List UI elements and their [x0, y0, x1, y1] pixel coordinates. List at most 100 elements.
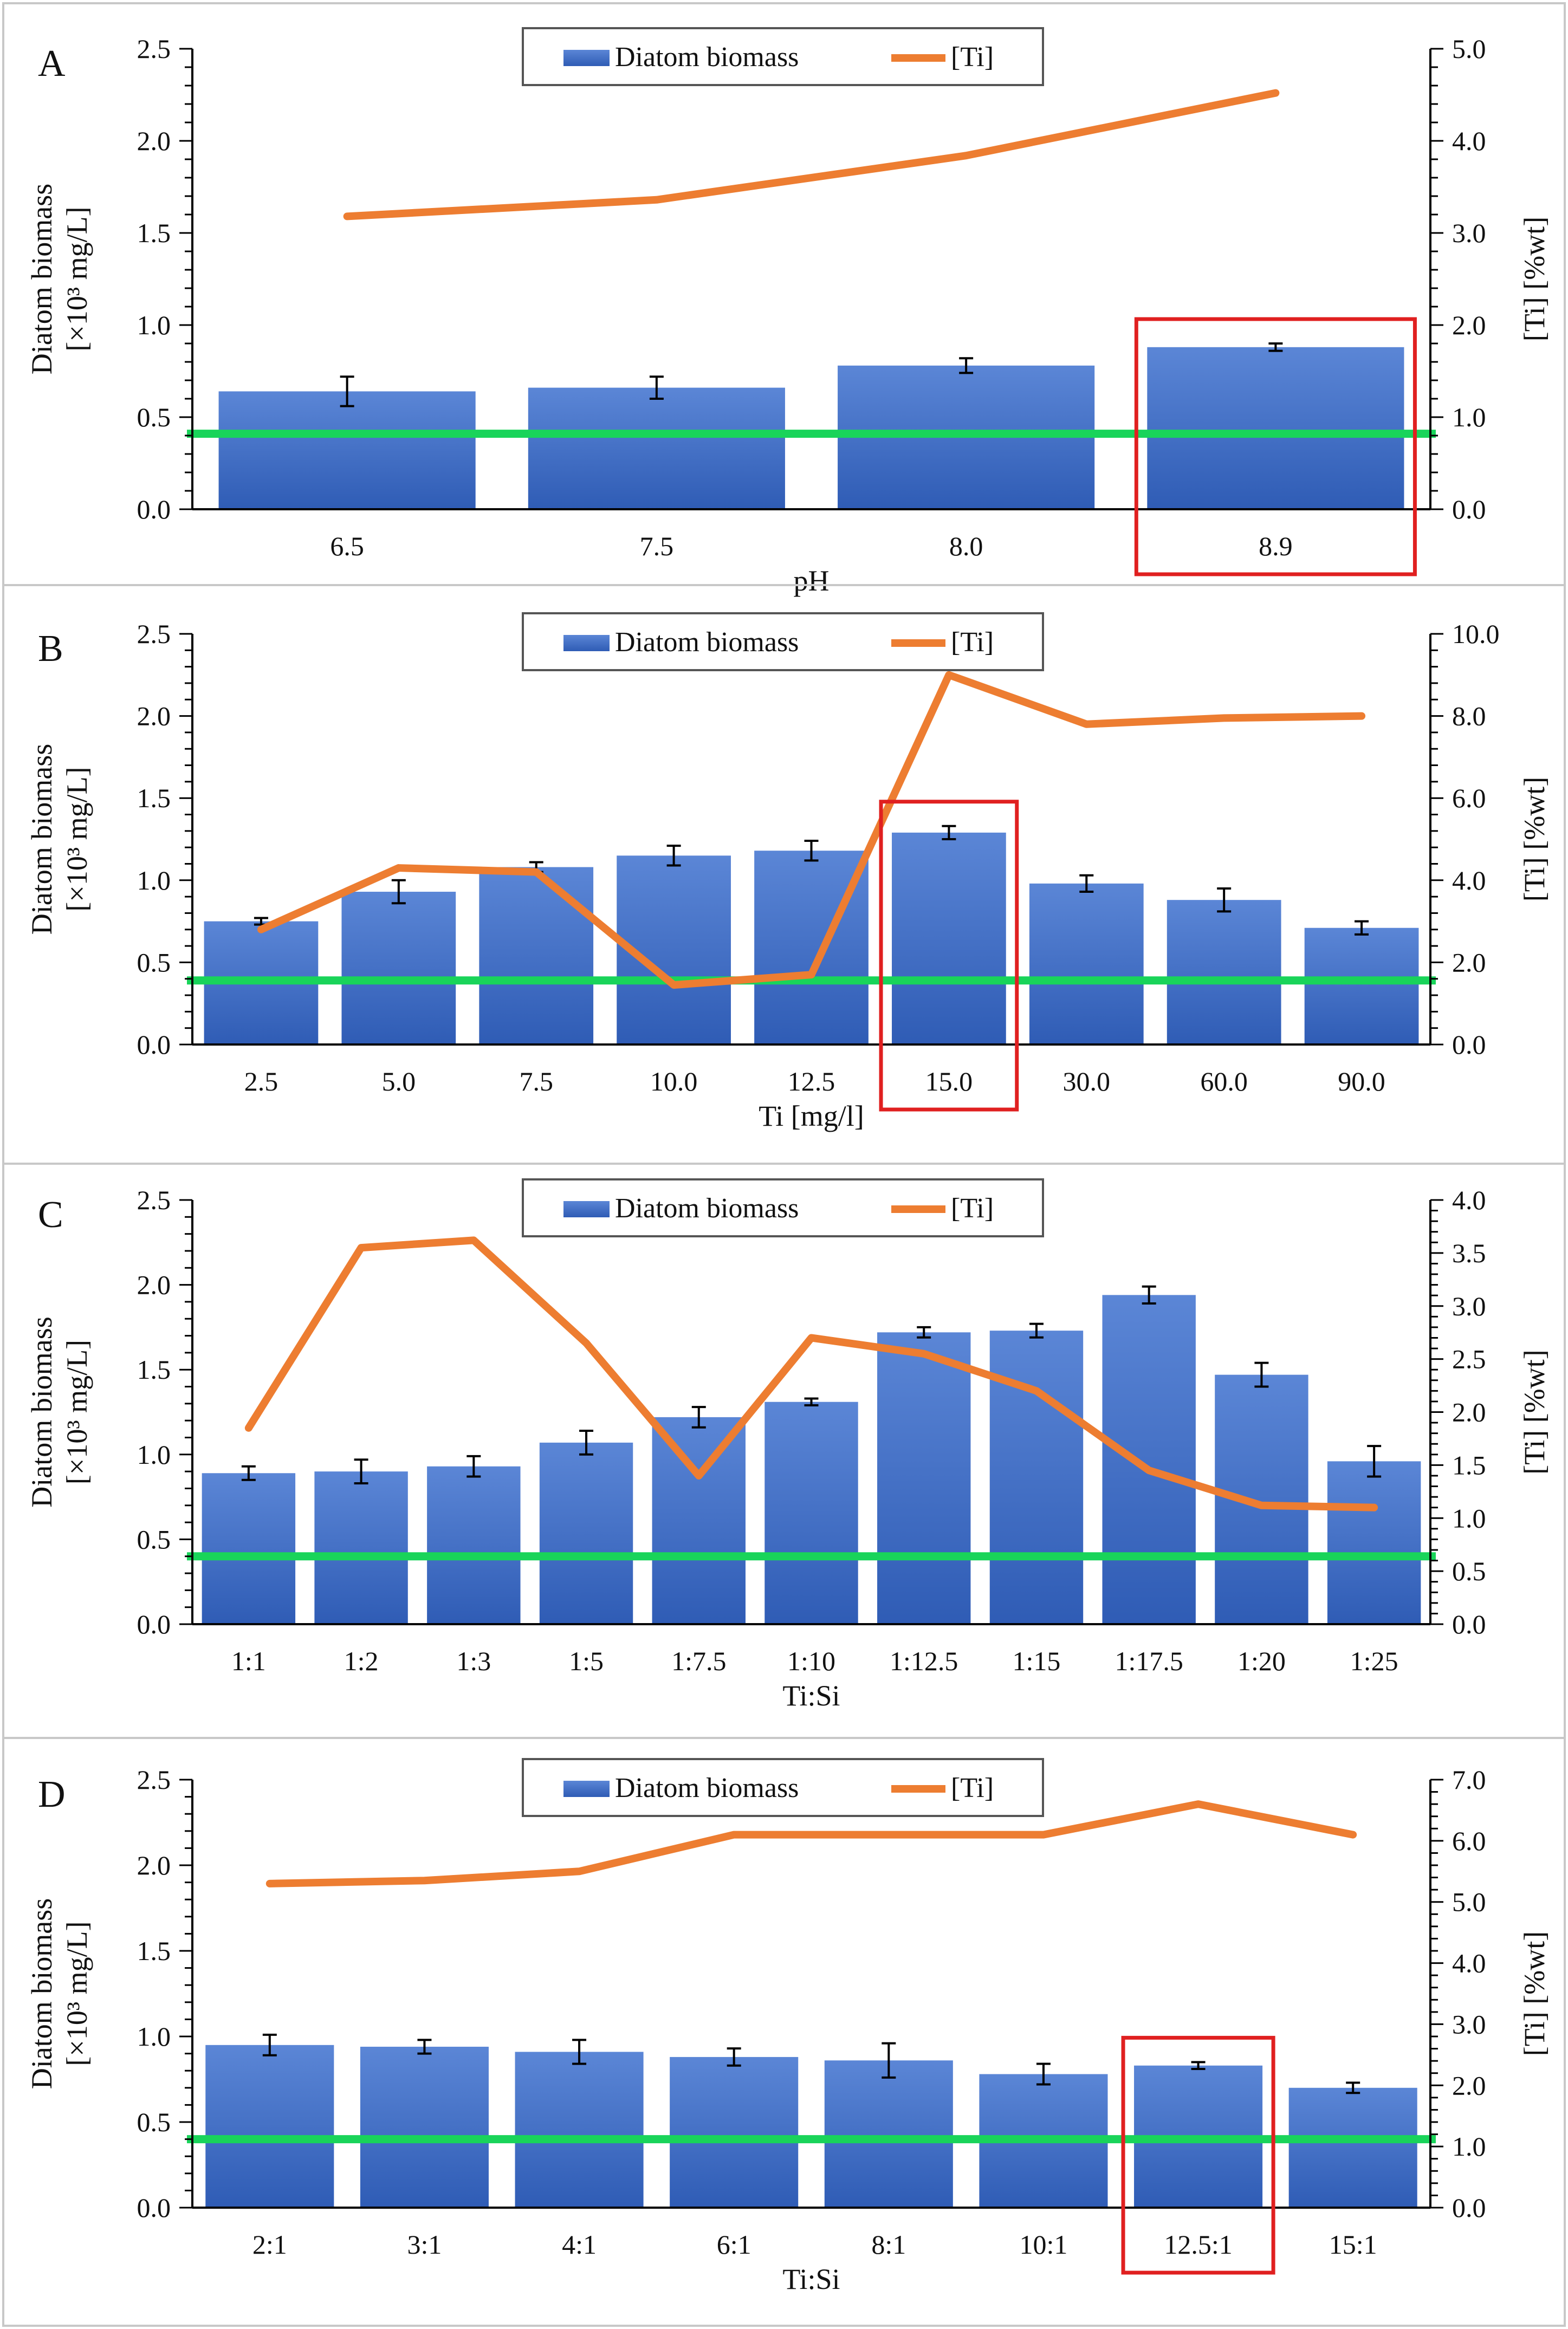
x-tick-label: 5.0: [382, 1066, 416, 1097]
legend-label-ti: [Ti]: [951, 1193, 994, 1224]
x-tick-label: 10.0: [650, 1066, 698, 1097]
highlight-box: [879, 800, 1019, 1112]
legend-label-biomass: Diatom biomass: [615, 1773, 799, 1803]
x-tick-label: 12.5: [788, 1066, 835, 1097]
x-tick-label: 10:1: [1019, 2229, 1067, 2260]
y2-tick-label: 4.0: [1452, 1185, 1486, 1215]
y2-tick-label: 3.0: [1452, 2009, 1486, 2039]
bar: [427, 1466, 521, 1624]
bar: [341, 892, 456, 1045]
y2-tick-label: 5.0: [1452, 1887, 1486, 1917]
x-tick-label: 1:7.5: [671, 1646, 726, 1676]
y-tick-label: 1.0: [137, 2021, 171, 2052]
y2-tick-label: 6.0: [1452, 1826, 1486, 1856]
y2-tick-label: 2.0: [1452, 1397, 1486, 1428]
legend-label-ti: [Ti]: [951, 627, 994, 658]
y-tick-label: 0.0: [137, 1609, 171, 1639]
y2-tick-label: 0.0: [1452, 1029, 1486, 1060]
y-tick-label: 1.5: [137, 1354, 171, 1385]
y2-tick-label: 10.0: [1452, 619, 1500, 649]
x-tick-label: 1:17.5: [1115, 1646, 1183, 1676]
y2-tick-label: 4.0: [1452, 865, 1486, 896]
ti-series-line: [265, 1800, 1357, 1887]
x-axis-title: Ti:Si: [782, 2263, 840, 2295]
y2-tick-label: 4.0: [1452, 126, 1486, 156]
y-tick-label: 1.5: [137, 218, 171, 248]
ti-series-line: [244, 1236, 1378, 1511]
bar: [539, 1442, 633, 1624]
y2-tick-label: 7.0: [1452, 1764, 1486, 1795]
x-tick-label: 7.5: [640, 531, 674, 561]
y2-tick-label: 1.0: [1452, 1503, 1486, 1533]
y2-tick-label: 1.0: [1452, 2131, 1486, 2162]
legend-label-biomass: Diatom biomass: [615, 42, 799, 73]
bar: [1167, 900, 1281, 1045]
bar: [652, 1417, 746, 1624]
x-tick-label: 1:15: [1013, 1646, 1061, 1676]
x-tick-label: 15.0: [925, 1066, 973, 1097]
y2-tick-label: 2.5: [1452, 1344, 1486, 1374]
y-tick-label: 2.0: [137, 701, 171, 731]
x-tick-label: 3:1: [407, 2229, 442, 2260]
x-tick-label: 1:12.5: [890, 1646, 958, 1676]
bar: [314, 1471, 408, 1624]
y2-tick-label: 8.0: [1452, 701, 1486, 731]
y2-tick-label: 2.0: [1452, 2070, 1486, 2100]
x-tick-label: 8.9: [1259, 531, 1293, 561]
x-tick-label: 8.0: [949, 531, 983, 561]
y-tick-label: 0.0: [137, 2192, 171, 2223]
y-tick-label: 1.5: [137, 783, 171, 813]
y-axis-title: Diatom biomass: [25, 744, 58, 935]
bar: [360, 2046, 489, 2208]
legend-swatch-bar: [563, 1201, 610, 1217]
x-tick-label: 1:10: [787, 1646, 835, 1676]
y2-tick-label: 0.5: [1452, 1556, 1486, 1586]
bar: [515, 2052, 644, 2208]
y2-tick-label: 5.0: [1452, 34, 1486, 64]
x-tick-label: 4:1: [562, 2229, 597, 2260]
x-tick-label: 1:2: [344, 1646, 379, 1676]
x-tick-label: 60.0: [1200, 1066, 1248, 1097]
y2-tick-label: 4.0: [1452, 1948, 1486, 1978]
x-tick-label: 2:1: [252, 2229, 287, 2260]
y2-tick-label: 0.0: [1452, 1609, 1486, 1639]
y-tick-label: 2.0: [137, 1270, 171, 1300]
y-axis-title-units: [×10³ mg/L]: [61, 206, 93, 351]
x-tick-label: 1:5: [569, 1646, 604, 1676]
y-tick-label: 0.5: [137, 1524, 171, 1554]
x-tick-label: 6:1: [717, 2229, 751, 2260]
panel-label: C: [38, 1194, 63, 1236]
panel-label: B: [38, 628, 63, 670]
y-axis-title-units: [×10³ mg/L]: [61, 1921, 93, 2066]
y2-tick-label: 2.0: [1452, 310, 1486, 340]
y-axis-title-units: [×10³ mg/L]: [61, 767, 93, 911]
y2-tick-label: 3.0: [1452, 218, 1486, 248]
y2-axis-title: [Ti] [%wt]: [1518, 1350, 1551, 1475]
y-tick-label: 0.0: [137, 494, 171, 524]
x-tick-label: 1:20: [1237, 1646, 1286, 1676]
bar: [1102, 1295, 1196, 1624]
y-axis-title: Diatom biomass: [25, 184, 58, 374]
x-tick-label: 6.5: [330, 531, 364, 561]
x-tick-label: 7.5: [519, 1066, 553, 1097]
bar: [764, 1402, 858, 1624]
x-tick-label: 2.5: [244, 1066, 278, 1097]
bar: [1288, 2087, 1417, 2208]
y-tick-label: 2.5: [137, 34, 171, 64]
x-tick-label: 1:1: [231, 1646, 266, 1676]
y-tick-label: 1.0: [137, 1439, 171, 1470]
legend-swatch-bar: [563, 635, 610, 651]
legend-label-ti: [Ti]: [951, 1773, 994, 1803]
y-tick-label: 1.0: [137, 310, 171, 340]
panel-c: C 0.0 0.5 1.0 1.5 2.0 2.5 0.0 0.5 1.0 1.5 2.0 2.5 3.0…: [4, 1163, 1564, 1712]
bar: [1215, 1374, 1308, 1624]
bar: [205, 2045, 334, 2208]
bar: [528, 387, 785, 509]
y2-tick-label: 0.0: [1452, 494, 1486, 524]
y2-tick-label: 3.0: [1452, 1291, 1486, 1321]
bar: [892, 832, 1006, 1045]
y2-axis-title: [Ti] [%wt]: [1518, 1931, 1551, 2056]
panel-a: A 0.0 0.5 1.0 1.5 2.0 2.5 0.0 1.0 2.0 3.0 4.0 5.0 6.5…: [25, 27, 1551, 597]
y-axis-title: Diatom biomass: [25, 1898, 58, 2089]
